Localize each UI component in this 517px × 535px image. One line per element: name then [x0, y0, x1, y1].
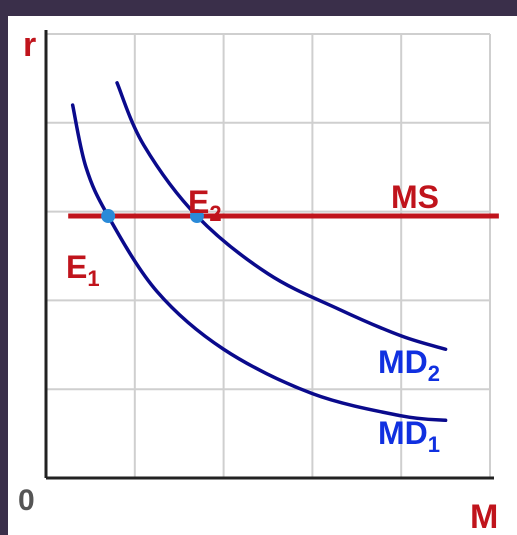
- md2-label: MD2: [378, 344, 440, 386]
- md1-label: MD1: [378, 415, 440, 457]
- md1-curve: [70, 103, 448, 423]
- e2-point: [189, 209, 204, 224]
- origin-label: 0: [18, 484, 35, 517]
- labels: r M 0 MS E1 E2 MD2 MD1: [18, 26, 498, 535]
- chart-frame: r M 0 MS E1 E2 MD2 MD1: [8, 16, 517, 535]
- y-axis-label: r: [23, 26, 36, 64]
- money-market-chart: r M 0 MS E1 E2 MD2 MD1: [18, 26, 499, 535]
- grid: [46, 33, 491, 478]
- e2-label: E2: [188, 184, 222, 226]
- axes: [44, 30, 494, 480]
- curves: [68, 81, 499, 423]
- points: [101, 209, 204, 224]
- e1-point: [101, 209, 116, 224]
- e1-label: E1: [66, 249, 100, 291]
- x-axis-label: M: [470, 498, 498, 535]
- ms-label: MS: [391, 179, 439, 215]
- md2-curve: [115, 81, 448, 351]
